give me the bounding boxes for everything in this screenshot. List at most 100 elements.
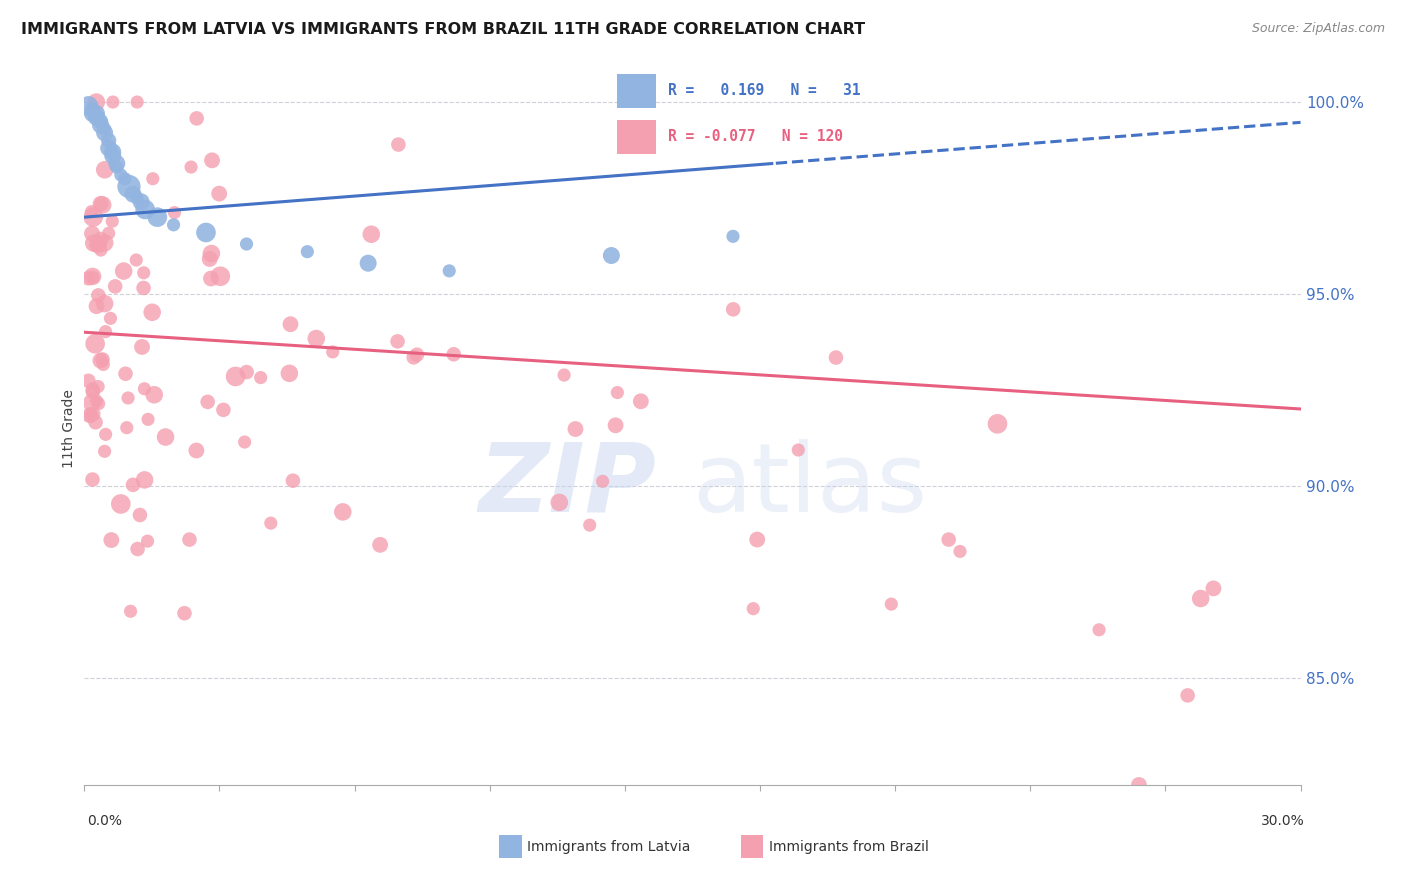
Point [142,171,165,186]
Text: Immigrants from Brazil: Immigrants from Brazil [769,839,929,854]
Point [93,126,115,140]
Point [101,214,124,228]
Point [162,218,184,232]
Point [89,353,111,368]
Point [209,269,232,284]
Point [136,534,159,549]
Point [80,409,103,423]
Point [186,112,208,126]
Point [93,235,115,250]
Bar [617,120,657,153]
Point [112,264,135,278]
Point [86,238,108,252]
Point [80,227,103,241]
Point [120,604,142,618]
Text: Immigrants from Latvia: Immigrants from Latvia [527,839,690,854]
Text: Source: ZipAtlas.com: Source: ZipAtlas.com [1251,22,1385,36]
Point [115,420,138,434]
Point [101,145,124,159]
Point [122,187,145,202]
Point [83,236,105,251]
Point [173,606,195,620]
Point [82,106,104,120]
Point [132,266,155,280]
Point [90,233,112,247]
Point [87,397,110,411]
Point [97,226,120,240]
Point [104,279,127,293]
Point [281,474,304,488]
Point [118,179,141,194]
Point [600,248,623,262]
Point [402,351,425,365]
Point [82,103,104,117]
Point [1088,623,1111,637]
Point [93,162,115,177]
Point [332,505,354,519]
Point [132,281,155,295]
Point [949,544,972,558]
Y-axis label: 11th Grade: 11th Grade [62,389,76,467]
Point [93,444,115,458]
Point [180,160,202,174]
Point [825,351,848,365]
Point [114,367,136,381]
Point [280,317,302,331]
Bar [617,74,657,108]
Point [305,332,328,346]
Point [368,538,391,552]
Point [322,345,344,359]
Point [97,133,120,147]
Point [114,171,136,186]
Point [91,358,114,372]
Point [195,226,218,240]
Point [125,191,148,205]
Point [134,473,156,487]
Point [110,497,132,511]
Point [1128,778,1150,792]
Point [143,388,166,402]
Point [90,118,112,132]
Point [86,95,108,109]
Point [443,347,465,361]
Point [136,412,159,426]
Point [564,422,586,436]
Point [278,367,301,381]
Point [87,237,110,252]
Point [721,229,744,244]
Point [606,385,628,400]
Point [86,299,108,313]
Point [198,252,221,266]
Point [200,271,222,285]
Point [1202,582,1225,596]
Point [84,415,107,429]
Point [86,111,108,125]
Point [235,365,257,379]
Point [82,269,104,284]
Point [630,394,652,409]
Point [357,256,380,270]
Point [938,533,960,547]
Point [201,153,224,168]
Point [82,384,104,399]
Point [127,95,149,109]
Point [605,418,627,433]
Point [77,374,100,388]
Point [548,495,571,509]
Text: R = -0.077   N = 120: R = -0.077 N = 120 [668,129,844,145]
Point [1189,591,1212,606]
Point [84,336,107,351]
Point [105,156,128,170]
Point [100,311,122,326]
Point [208,186,231,201]
Point [91,198,114,212]
Point [90,243,112,257]
Point [87,379,110,393]
Point [129,194,152,209]
Point [93,296,115,310]
Point [439,264,461,278]
Point [146,210,169,224]
Point [721,302,744,317]
Point [129,508,152,522]
Point [387,334,409,349]
